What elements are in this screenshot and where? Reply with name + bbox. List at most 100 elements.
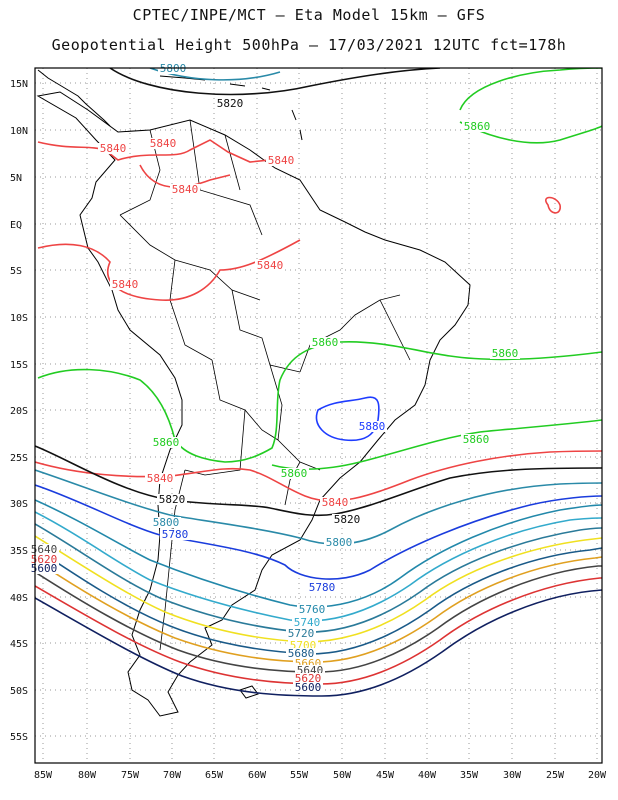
lon-tick-label: 30W — [503, 770, 522, 781]
contour-label-bg — [255, 260, 285, 271]
country-borders — [119, 119, 411, 651]
lat-tick-label: 15S — [10, 360, 28, 371]
contour-label: 5840 — [112, 278, 139, 291]
lat-tick-label: 10N — [10, 126, 28, 137]
lat-tick-label: 55S — [10, 732, 28, 743]
contour-label: 5680 — [288, 647, 315, 660]
contour-label-bg — [110, 279, 140, 290]
lon-tick-label: 75W — [121, 770, 140, 781]
contour-label-bg — [29, 563, 59, 574]
contour-label: 5840 — [322, 496, 349, 509]
contour-label-bg — [320, 497, 350, 508]
contour-label-bg — [145, 473, 175, 484]
contour-5860 — [271, 419, 602, 470]
central-america-coastline — [37, 69, 111, 127]
contour-5840 — [37, 139, 291, 163]
contour-5780 — [35, 484, 602, 580]
lon-tick-label: 35W — [460, 770, 479, 781]
contour-label: 5720 — [288, 627, 315, 640]
contour-5820 — [35, 445, 602, 517]
contour-label-bg — [148, 138, 178, 149]
contour-label-bg — [266, 155, 296, 166]
contour-label-bg — [288, 640, 318, 651]
contour-label-bg — [295, 665, 325, 676]
contour-5760 — [35, 499, 602, 608]
contour-label: 5780 — [309, 581, 336, 594]
graticule-grid — [35, 68, 602, 763]
contour-label: 5780 — [162, 528, 189, 541]
contour-label-bg — [462, 121, 492, 132]
contour-label-bg — [461, 434, 491, 445]
lat-tick-label: 30S — [10, 499, 28, 510]
plot-frame — [34, 67, 603, 764]
contour-label: 5760 — [299, 603, 326, 616]
lat-tick-label: 5S — [10, 266, 22, 277]
contour-label: 5820 — [159, 493, 186, 506]
contour-label: 5860 — [463, 433, 490, 446]
chart-title-line-2: Geopotential Height 500hPa – 17/03/2021 … — [51, 36, 567, 54]
lat-tick-label: 5N — [10, 173, 22, 184]
lon-tick-label: 20W — [588, 770, 607, 781]
contour-5860 — [459, 121, 602, 144]
contour-label-bg — [29, 544, 59, 555]
contour-label-bg — [357, 421, 387, 432]
contour-5600 — [35, 589, 602, 697]
continent-coastline — [36, 91, 471, 717]
longitude-tick-labels: 85W 80W 75W 70W 65W 60W 55W 50W 45W 40W 35W 30W 25W 2… — [34, 770, 607, 781]
chart-title-line-1: CPTEC/INPE/MCT – Eta Model 15km – GFS — [132, 6, 486, 24]
contour-label: 5840 — [150, 137, 177, 150]
contour-label: 5800 — [153, 516, 180, 529]
lat-tick-label: 15N — [10, 79, 28, 90]
contour-label: 5840 — [147, 472, 174, 485]
contour-label: 5800 — [326, 536, 353, 549]
contour-5840 — [37, 239, 301, 301]
lon-tick-label: 70W — [163, 770, 182, 781]
lon-tick-label: 65W — [205, 770, 224, 781]
contour-5860 — [459, 68, 602, 111]
contour-label: 5860 — [153, 436, 180, 449]
lon-tick-label: 50W — [333, 770, 352, 781]
contour-label-bg — [215, 98, 245, 109]
contour-label: 5860 — [492, 347, 519, 360]
lon-tick-label: 85W — [34, 770, 53, 781]
contour-label-bg — [332, 514, 362, 525]
contour-label-bg — [293, 682, 323, 693]
contour-5840 — [35, 450, 602, 502]
contour-label: 5820 — [334, 513, 361, 526]
lat-tick-label: 20S — [10, 406, 28, 417]
contour-5740 — [35, 511, 602, 622]
contour-label-bg — [286, 628, 316, 639]
lon-tick-label: 55W — [290, 770, 309, 781]
contour-label-bg — [292, 617, 322, 628]
falklands — [239, 685, 259, 699]
lat-tick-label: 10S — [10, 313, 28, 324]
latitude-tick-labels: 15N 10N 5N EQ 5S 10S 15S 20S 25S 30S 35S 40S 45S 50S 5… — [10, 79, 28, 743]
contour-label: 5840 — [100, 142, 127, 155]
contour-label-bg — [279, 468, 309, 479]
contour-labels: 5800 5820 5840 5840 5840 5840 5840 5840 5860 5860… — [29, 62, 520, 694]
lat-tick-label: 50S — [10, 686, 28, 697]
contour-label-bg — [490, 348, 520, 359]
contour-label: 5860 — [312, 336, 339, 349]
lon-tick-label: 80W — [78, 770, 97, 781]
contour-label: 5820 — [217, 97, 244, 110]
contour-label-bg — [170, 184, 200, 195]
contour-5860 — [37, 340, 602, 463]
contour-label: 5600 — [295, 681, 322, 694]
contour-5720 — [35, 523, 602, 633]
contour-label: 5640 — [31, 543, 58, 556]
contour-label-bg — [98, 143, 128, 154]
lat-tick-label: 35S — [10, 546, 28, 557]
contour-label: 5860 — [464, 120, 491, 133]
contour-label-bg — [160, 529, 190, 540]
contour-label-bg — [307, 582, 337, 593]
contour-label-bg — [297, 604, 327, 615]
contour-label-bg — [324, 537, 354, 548]
contour-label: 5740 — [294, 616, 321, 629]
contour-5880 — [315, 396, 380, 442]
lat-tick-label: 25S — [10, 453, 28, 464]
contour-label: 5600 — [31, 562, 58, 575]
lat-tick-label: 40S — [10, 593, 28, 604]
contour-5680 — [35, 547, 602, 655]
